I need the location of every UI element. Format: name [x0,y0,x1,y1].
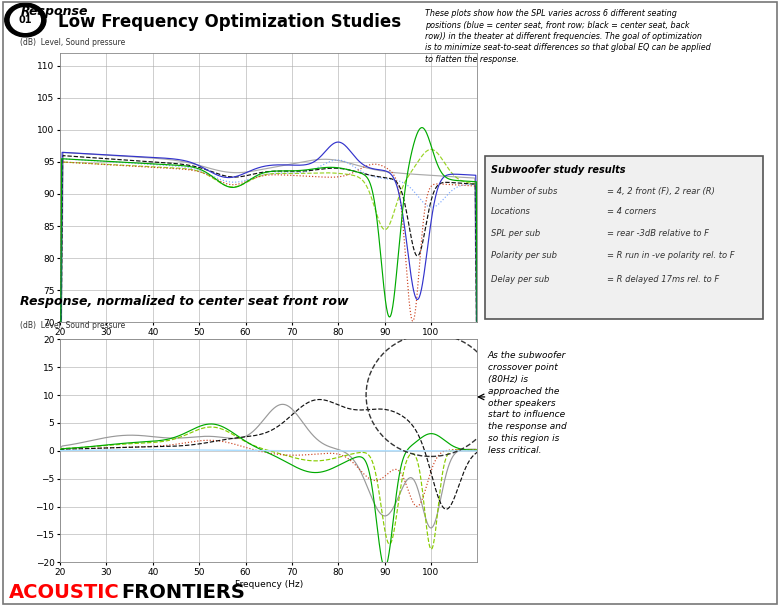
Text: = 4, 2 front (F), 2 rear (R): = 4, 2 front (F), 2 rear (R) [607,187,714,196]
Text: Polarity per sub: Polarity per sub [491,251,556,260]
Text: (dB)  Level, Sound pressure: (dB) Level, Sound pressure [20,321,126,330]
Text: SPL per sub: SPL per sub [491,229,540,238]
Text: = rear -3dB relative to F: = rear -3dB relative to F [607,229,708,238]
Text: Locations: Locations [491,207,530,216]
Text: (dB)  Level, Sound pressure: (dB) Level, Sound pressure [20,38,126,47]
Text: Low Frequency Optimization Studies: Low Frequency Optimization Studies [58,13,402,32]
Text: = R run in -ve polarity rel. to F: = R run in -ve polarity rel. to F [607,251,734,260]
Text: = R delayed 17ms rel. to F: = R delayed 17ms rel. to F [607,275,719,284]
Text: Response: Response [20,5,88,18]
Text: These plots show how the SPL varies across 6 different seating
positions (blue =: These plots show how the SPL varies acro… [425,9,711,64]
Text: Number of subs: Number of subs [491,187,557,196]
Text: Subwoofer study results: Subwoofer study results [491,165,625,175]
Text: Delay per sub: Delay per sub [491,275,549,284]
Text: 01: 01 [19,15,32,25]
Text: Response, normalized to center seat front row: Response, normalized to center seat fron… [20,295,349,308]
Text: = 4 corners: = 4 corners [607,207,656,216]
X-axis label: Frequency  (Hz): Frequency (Hz) [233,340,304,348]
X-axis label: Frequency (Hz): Frequency (Hz) [235,580,303,588]
Circle shape [10,8,41,32]
Text: As the subwoofer
crossover point
(80Hz) is
approached the
other speakers
start t: As the subwoofer crossover point (80Hz) … [488,351,566,455]
Circle shape [5,3,46,37]
Text: ACOUSTIC: ACOUSTIC [9,583,120,602]
Text: FRONTIERS: FRONTIERS [121,583,245,602]
FancyBboxPatch shape [484,156,764,319]
